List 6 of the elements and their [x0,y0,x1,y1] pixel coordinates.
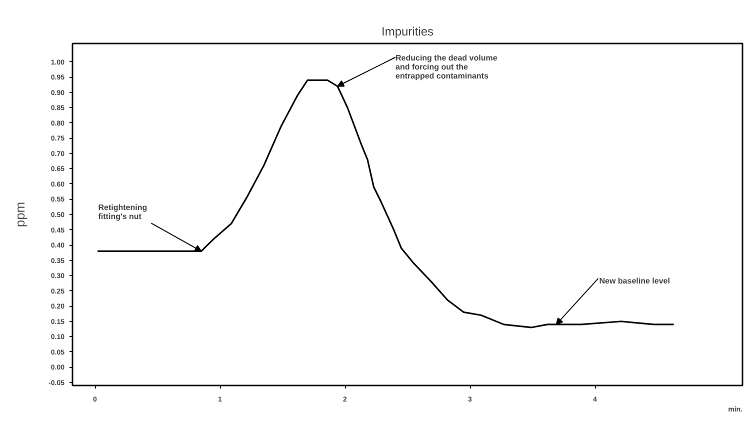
y-axis-title: ppm [12,202,28,228]
line-series [96,79,675,328]
annotation: Retightening fitting's nut [98,203,148,222]
chart-title: Impurities [381,24,434,38]
annotation: New baseline level [599,276,670,286]
annotation: Reducing the dead volume and forcing out the entrapped contaminants [396,53,498,80]
